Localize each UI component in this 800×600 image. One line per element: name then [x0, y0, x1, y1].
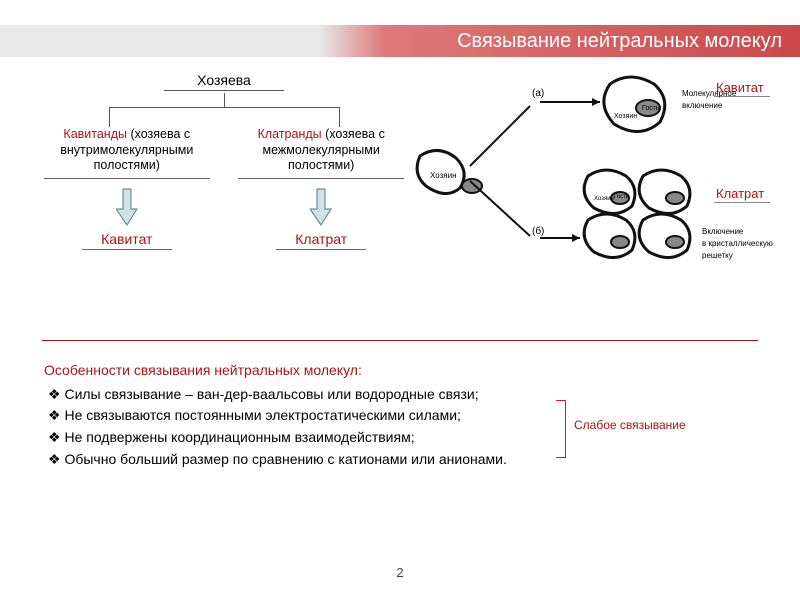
tree-root: Хозяева — [164, 72, 284, 91]
caption-a-2: включение — [682, 101, 723, 110]
tree-child-left: Кавитанды (хозяева с внутримолекулярными… — [44, 127, 210, 179]
caption-a-1: Молекулярное — [682, 89, 737, 98]
svg-text:Хозяин: Хозяин — [594, 196, 614, 202]
tree-right-highlight: Клатранды — [258, 127, 322, 141]
features-block: Особенности связывания нейтральных молек… — [44, 360, 764, 470]
page-number: 2 — [396, 565, 403, 580]
branch-b-label: (б) — [532, 225, 544, 237]
bracket-icon — [556, 400, 566, 458]
features-heading: Особенности связывания нейтральных молек… — [44, 360, 764, 382]
caption-b-1: Включение — [702, 227, 744, 236]
arrow-down-icon — [116, 187, 138, 227]
svg-text:Гость: Гость — [642, 105, 660, 112]
hierarchy-tree: Хозяева Кавитанды (хозяева с внутримолек… — [44, 72, 404, 250]
tree-left-highlight: Кавитанды — [63, 127, 127, 141]
tree-connector — [44, 93, 404, 127]
host-label: Хозяин — [430, 171, 457, 180]
list-item: Силы связывание – ван-дер-ваальсовы или … — [48, 384, 764, 406]
section-divider — [42, 340, 758, 341]
title-band: Связывание нейтральных молекул — [0, 25, 800, 57]
caption-b-2: в кристаллическую — [702, 239, 773, 248]
svg-text:Хозяин: Хозяин — [614, 113, 637, 120]
weak-binding-label: Слабое связывание — [574, 418, 686, 432]
caption-b-3: решетку — [702, 251, 733, 260]
svg-text:Гость: Гость — [614, 194, 629, 200]
branch-a-label: (а) — [532, 88, 544, 99]
molecular-diagram: Хозяин (а) (б) Хозяин Гость Молекулярное… — [400, 66, 790, 306]
arrow-down-icon — [310, 187, 332, 227]
list-item: Обычно больший размер по сравнению с кат… — [48, 449, 764, 471]
tree-children: Кавитанды (хозяева с внутримолекулярными… — [44, 127, 404, 179]
tree-right-result: Клатрат — [276, 231, 366, 250]
tree-left-result: Кавитат — [82, 231, 172, 250]
tree-child-right: Клатранды (хозяева с межмолекулярными по… — [238, 127, 404, 179]
page-title: Связывание нейтральных молекул — [457, 30, 782, 53]
